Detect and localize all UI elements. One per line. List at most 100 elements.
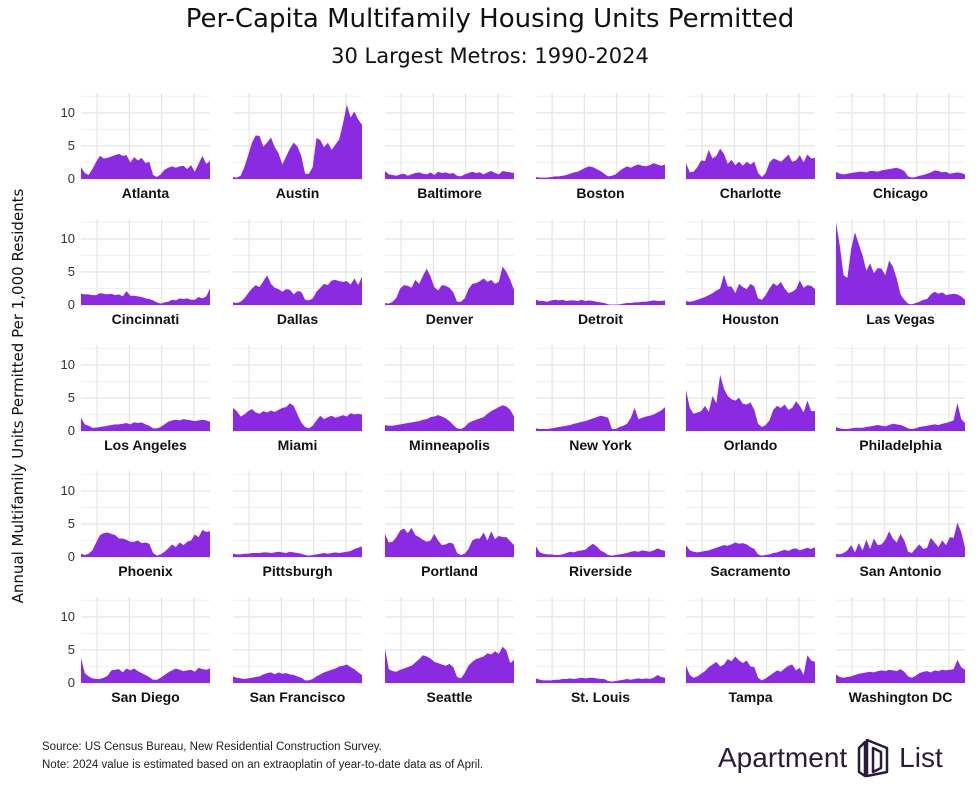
panel-label: Minneapolis bbox=[409, 437, 490, 453]
y-tick-label: 5 bbox=[67, 515, 75, 531]
panel-label: Seattle bbox=[426, 689, 473, 705]
area-series-dallas bbox=[233, 275, 362, 305]
area-series-washington-dc bbox=[836, 659, 965, 683]
panel-grid bbox=[686, 471, 815, 558]
panel-label: Baltimore bbox=[417, 185, 482, 201]
footnote: Note: 2024 value is estimated based on a… bbox=[42, 759, 484, 771]
y-tick-label: 10 bbox=[60, 230, 75, 246]
area-series-las-vegas bbox=[836, 222, 965, 305]
panel-label: Boston bbox=[576, 185, 625, 201]
panel-san-antonio bbox=[836, 471, 965, 558]
panel-san-diego bbox=[81, 597, 210, 684]
panel-charlotte bbox=[686, 93, 815, 180]
panel-boston bbox=[536, 93, 665, 180]
panel-grid bbox=[233, 471, 362, 558]
area-series-st-louis bbox=[536, 675, 665, 683]
panel-portland bbox=[385, 471, 514, 558]
panel-label: Denver bbox=[425, 311, 474, 327]
panel-baltimore bbox=[385, 93, 514, 180]
panel-grid bbox=[686, 219, 815, 306]
panel-new-york bbox=[536, 345, 665, 432]
panel-cincinnati bbox=[81, 219, 210, 306]
area-series-charlotte bbox=[686, 148, 815, 179]
panel-phoenix bbox=[81, 471, 210, 558]
area-series-denver bbox=[385, 266, 514, 305]
panel-label: Chicago bbox=[872, 185, 929, 201]
area-series-sacramento bbox=[686, 542, 815, 557]
area-series-philadelphia bbox=[836, 403, 965, 431]
panel-orlando bbox=[686, 345, 815, 432]
y-tick-label: 10 bbox=[60, 482, 75, 498]
area-series-baltimore bbox=[385, 171, 514, 179]
panel-detroit bbox=[536, 219, 665, 306]
area-series-pittsburgh bbox=[233, 546, 362, 557]
area-series-portland bbox=[385, 527, 514, 557]
y-tick-label: 10 bbox=[60, 104, 75, 120]
panel-grid bbox=[81, 219, 210, 306]
y-tick-label: 0 bbox=[67, 171, 75, 186]
area-series-san-diego bbox=[81, 657, 210, 683]
area-series-san-antonio bbox=[836, 522, 965, 557]
y-tick-label: 0 bbox=[67, 423, 75, 438]
panel-label: Las Vegas bbox=[866, 311, 935, 327]
panel-san-francisco bbox=[233, 597, 362, 684]
area-series-los-angeles bbox=[81, 417, 210, 431]
area-series-tampa bbox=[686, 655, 815, 683]
panel-grid bbox=[81, 345, 210, 432]
area-series-orlando bbox=[686, 374, 815, 431]
area-series-detroit bbox=[536, 299, 665, 305]
brand-text-right: List bbox=[899, 742, 943, 773]
area-series-phoenix bbox=[81, 529, 210, 557]
y-tick-label: 5 bbox=[67, 263, 75, 279]
area-series-austin bbox=[233, 104, 362, 179]
panel-label: Detroit bbox=[577, 311, 624, 327]
panel-denver bbox=[385, 219, 514, 306]
panel-houston bbox=[686, 219, 815, 306]
panel-label: Dallas bbox=[276, 311, 319, 327]
y-tick-label: 0 bbox=[67, 549, 75, 564]
panel-riverside bbox=[536, 471, 665, 558]
panel-washington-dc bbox=[836, 597, 965, 684]
panel-tampa bbox=[686, 597, 815, 684]
panel-las-vegas bbox=[836, 219, 965, 306]
panel-grid bbox=[536, 93, 665, 180]
panel-atlanta bbox=[81, 93, 210, 180]
brand-logo: Apartment List bbox=[718, 738, 943, 778]
panel-label: Orlando bbox=[723, 437, 778, 453]
area-series-boston bbox=[536, 163, 665, 179]
panel-philadelphia bbox=[836, 345, 965, 432]
panel-seattle bbox=[385, 597, 514, 684]
panel-label: Los Angeles bbox=[104, 437, 187, 453]
y-tick-label: 10 bbox=[60, 608, 75, 624]
panel-austin bbox=[233, 93, 362, 180]
area-series-houston bbox=[686, 274, 815, 305]
area-series-san-francisco bbox=[233, 664, 362, 683]
panel-label: St. Louis bbox=[570, 689, 631, 705]
panel-label: San Diego bbox=[111, 689, 180, 705]
area-series-cincinnati bbox=[81, 288, 210, 305]
area-series-miami bbox=[233, 403, 362, 431]
panel-label: Phoenix bbox=[118, 563, 173, 579]
panel-label: Sacramento bbox=[710, 563, 791, 579]
area-series-minneapolis bbox=[385, 405, 514, 431]
source-note: Source: US Census Bureau, New Residentia… bbox=[42, 741, 382, 753]
apartment-list-logo-icon bbox=[853, 738, 893, 778]
panel-grid bbox=[836, 345, 965, 432]
y-tick-label: 5 bbox=[67, 137, 75, 153]
panel-label: Riverside bbox=[568, 563, 633, 579]
panel-label: Pittsburgh bbox=[262, 563, 333, 579]
panel-label: Austin bbox=[275, 185, 320, 201]
panel-grid bbox=[536, 471, 665, 558]
y-tick-label: 5 bbox=[67, 641, 75, 657]
panel-label: Houston bbox=[722, 311, 779, 327]
panel-label: Tampa bbox=[728, 689, 773, 705]
y-axis-label: Annual Multifamily Units Permitted Per 1… bbox=[9, 188, 27, 604]
panel-grid bbox=[536, 597, 665, 684]
y-tick-label: 5 bbox=[67, 389, 75, 405]
y-tick-label: 10 bbox=[60, 356, 75, 372]
area-series-chicago bbox=[836, 167, 965, 179]
y-tick-label: 0 bbox=[67, 675, 75, 690]
panel-label: Cincinnati bbox=[111, 311, 180, 327]
panel-grid bbox=[836, 93, 965, 180]
panel-chicago bbox=[836, 93, 965, 180]
